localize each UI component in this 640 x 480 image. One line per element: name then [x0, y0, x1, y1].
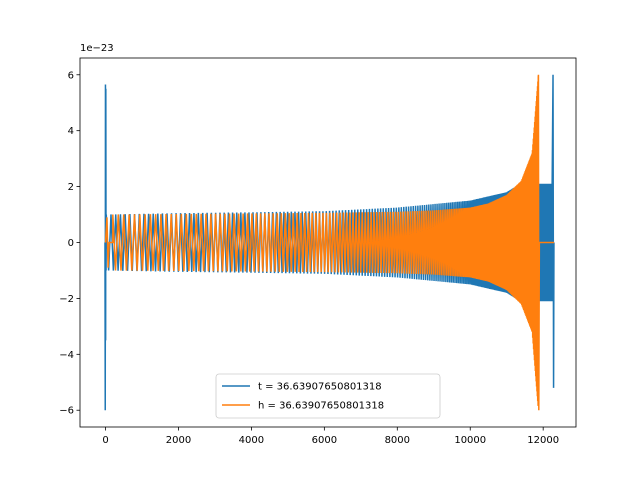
x-tick-label: 2000	[166, 435, 191, 446]
series-line-h	[104, 74, 555, 411]
y-tick-label: 0	[68, 238, 74, 249]
y-offset-label: 1e−23	[80, 43, 114, 54]
y-tick-label: 4	[68, 126, 74, 137]
legend: t = 36.63907650801318 h = 36.639076508013…	[215, 373, 441, 419]
legend-entry: t = 36.63907650801318	[258, 382, 382, 393]
x-tick-label: 0	[102, 435, 108, 446]
x-tick-label: 8000	[385, 435, 410, 446]
x-tick-label: 10000	[454, 435, 486, 446]
legend-entry: h = 36.63907650801318	[258, 401, 384, 412]
y-tick-label: −6	[59, 406, 74, 417]
x-tick-label: 6000	[312, 435, 337, 446]
x-tick-label: 12000	[527, 435, 559, 446]
series-layer	[104, 74, 555, 411]
y-tick-label: 6	[68, 70, 74, 81]
y-tick-label: 2	[68, 182, 74, 193]
legend-box	[215, 373, 441, 419]
x-tick-label: 4000	[239, 435, 264, 446]
axes-layer: 0 2000 4000 6000 8000 10000 12000 −6 −4 −2 0 2 4 6	[59, 57, 577, 446]
y-tick-label: −2	[59, 294, 74, 305]
y-tick-label: −4	[59, 350, 74, 361]
